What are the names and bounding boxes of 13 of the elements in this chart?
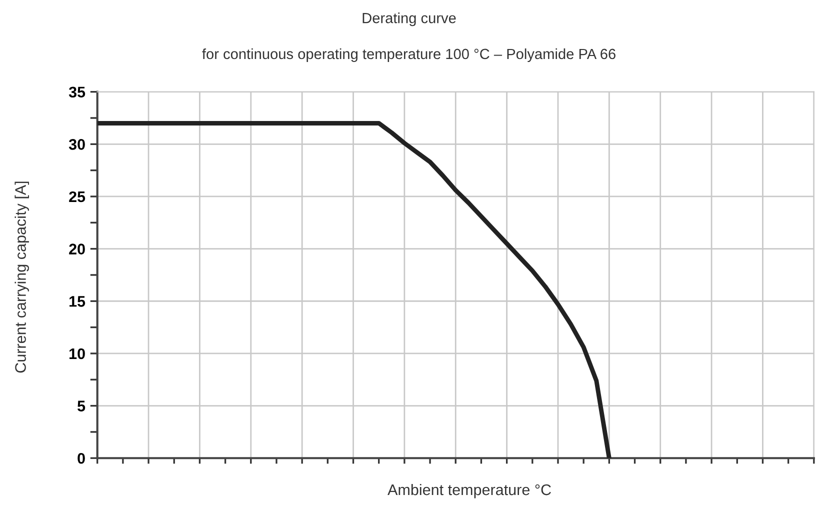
y-tick-label: 5 xyxy=(78,400,86,412)
y-tick-label: 20 xyxy=(69,244,85,254)
line-series xyxy=(97,121,612,458)
y-tick-label: 25 xyxy=(69,191,86,202)
y-tick-label: 30 xyxy=(68,139,85,150)
y-tick-label: 10 xyxy=(70,348,85,360)
x-axis-title: Ambient temperature °C xyxy=(388,484,551,498)
chart-subtitle: for continuous operating temperature 100 °C – Polyamide PA 66 xyxy=(202,48,616,62)
y-tick-label: 0 xyxy=(78,452,85,464)
y-axis-title: Current carrying capacity [A] xyxy=(14,182,29,373)
y-tick-label: 15 xyxy=(70,296,86,307)
chart-title: Derating curve xyxy=(362,12,456,26)
y-tick-label: 35 xyxy=(68,86,86,98)
